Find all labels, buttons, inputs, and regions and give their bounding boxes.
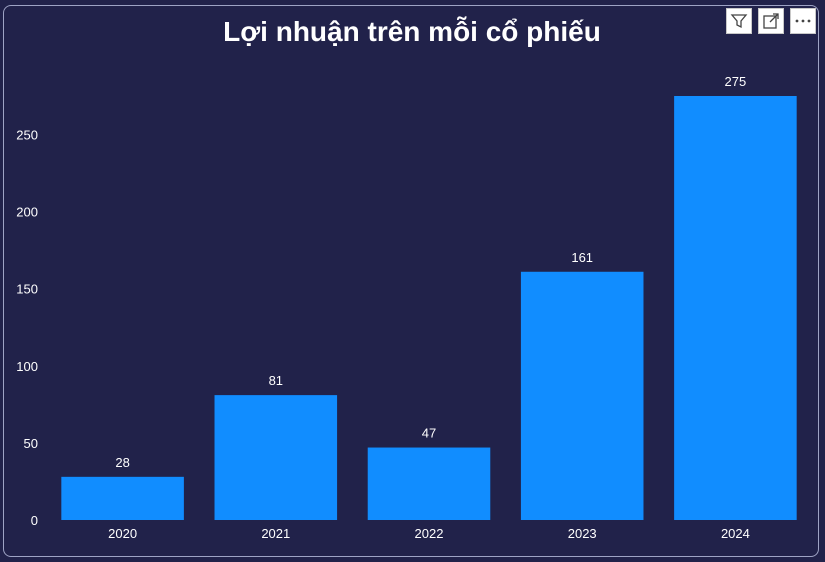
bar-2021[interactable] — [214, 395, 338, 520]
data-label: 28 — [115, 455, 129, 470]
chart-visual: Lợi nhuận trên mỗi cổ phiếu 0 50 100 150 200… — [3, 5, 819, 557]
y-tick-label: 150 — [16, 282, 38, 297]
y-tick-label: 100 — [16, 359, 38, 374]
chart-title: Lợi nhuận trên mỗi cổ phiếu — [223, 16, 601, 47]
more-options-icon[interactable] — [790, 8, 816, 34]
y-tick-label: 0 — [31, 513, 38, 528]
x-tick-label: 2022 — [415, 526, 444, 541]
x-tick-label: 2023 — [568, 526, 597, 541]
data-label: 161 — [571, 250, 593, 265]
data-label: 81 — [269, 373, 283, 388]
y-tick-label: 200 — [16, 205, 38, 220]
y-tick-label: 250 — [16, 128, 38, 143]
bar-2024[interactable] — [674, 96, 797, 520]
focus-mode-icon[interactable] — [758, 8, 784, 34]
bar-2022[interactable] — [367, 447, 491, 520]
bar-chart: 0 50 100 150 200 250 28 2020 81 2021 47 2022 161 2023… — [16, 74, 797, 541]
data-label: 47 — [422, 426, 436, 441]
filter-icon[interactable] — [726, 8, 752, 34]
x-tick-label: 2024 — [721, 526, 750, 541]
data-label: 275 — [725, 74, 747, 89]
visual-header-icons — [726, 8, 816, 34]
bar-2023[interactable] — [520, 271, 644, 520]
x-tick-label: 2020 — [108, 526, 137, 541]
x-tick-label: 2021 — [261, 526, 290, 541]
y-tick-label: 50 — [24, 436, 38, 451]
bar-2020[interactable] — [61, 476, 184, 520]
